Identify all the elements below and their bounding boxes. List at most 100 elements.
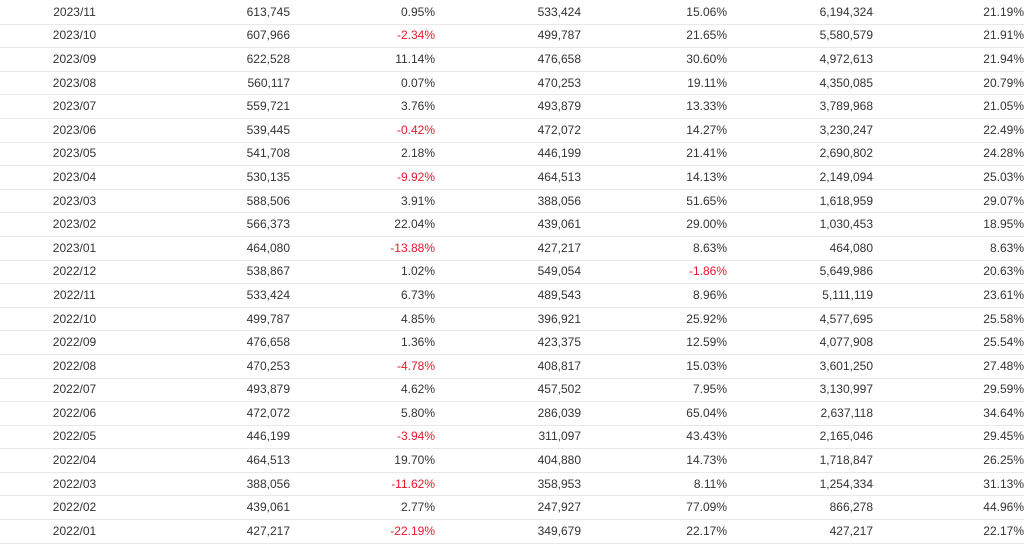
cumulative-cell: 4,577,695 — [727, 307, 873, 332]
month-cell: 2022/11 — [0, 283, 149, 308]
month-cell: 2023/07 — [0, 94, 149, 119]
change-cell: -13.88% — [290, 236, 435, 261]
table-row: 2022/12 538,867 1.02% 549,054 -1.86% 5,649,98… — [0, 260, 1024, 285]
prior-value-cell: 446,199 — [435, 142, 581, 167]
value-cell: 622,528 — [149, 47, 290, 72]
prior-value-cell: 470,253 — [435, 71, 581, 96]
cumulative-cell: 5,111,119 — [727, 283, 873, 308]
month-cell: 2022/01 — [0, 519, 149, 544]
cumulative-change-cell: 22.49% — [873, 118, 1024, 143]
table-row: 2022/02 439,061 2.77% 247,927 77.09% 866,278 4… — [0, 495, 1024, 521]
yoy-change-cell: 22.17% — [581, 519, 727, 544]
cumulative-change-cell: 22.17% — [873, 519, 1024, 544]
cumulative-change-cell: 21.05% — [873, 94, 1024, 119]
cumulative-cell: 4,350,085 — [727, 71, 873, 96]
yoy-change-cell: 7.95% — [581, 378, 727, 403]
yoy-change-cell: 51.65% — [581, 189, 727, 214]
value-cell: 439,061 — [149, 495, 290, 521]
change-cell: 1.36% — [290, 330, 435, 355]
cumulative-change-cell: 21.94% — [873, 47, 1024, 72]
value-cell: 588,506 — [149, 189, 290, 214]
change-cell: -2.34% — [290, 24, 435, 49]
value-cell: 470,253 — [149, 354, 290, 379]
prior-value-cell: 533,424 — [435, 1, 581, 25]
month-cell: 2023/03 — [0, 189, 149, 214]
cumulative-cell: 2,690,802 — [727, 142, 873, 167]
prior-value-cell: 476,658 — [435, 47, 581, 72]
cumulative-cell: 3,130,997 — [727, 378, 873, 403]
value-cell: 541,708 — [149, 142, 290, 167]
cumulative-change-cell: 27.48% — [873, 354, 1024, 379]
month-cell: 2023/08 — [0, 71, 149, 96]
table-row: 2023/08 560,117 0.07% 470,253 19.11% 4,350,08… — [0, 71, 1024, 96]
cumulative-change-cell: 31.13% — [873, 472, 1024, 497]
yoy-change-cell: -1.86% — [581, 260, 727, 285]
cumulative-change-cell: 26.25% — [873, 448, 1024, 473]
prior-value-cell: 349,679 — [435, 519, 581, 544]
yoy-change-cell: 8.96% — [581, 283, 727, 308]
cumulative-change-cell: 20.79% — [873, 71, 1024, 96]
yoy-change-cell: 8.63% — [581, 236, 727, 261]
prior-value-cell: 286,039 — [435, 401, 581, 426]
change-cell: 2.18% — [290, 142, 435, 167]
table-row: 2023/01 464,080 -13.88% 427,217 8.63% 464,080… — [0, 236, 1024, 261]
value-cell: 464,080 — [149, 236, 290, 261]
change-cell: 5.80% — [290, 401, 435, 426]
month-cell: 2022/02 — [0, 495, 149, 521]
cumulative-cell: 1,618,959 — [727, 189, 873, 214]
month-cell: 2022/05 — [0, 425, 149, 450]
cumulative-change-cell: 29.59% — [873, 378, 1024, 403]
yoy-change-cell: 15.06% — [581, 1, 727, 25]
cumulative-cell: 5,580,579 — [727, 24, 873, 49]
change-cell: 6.73% — [290, 283, 435, 308]
prior-value-cell: 311,097 — [435, 425, 581, 450]
month-cell: 2023/09 — [0, 47, 149, 72]
change-cell: -22.19% — [290, 519, 435, 544]
month-cell: 2022/07 — [0, 378, 149, 403]
table-row: 2023/05 541,708 2.18% 446,199 21.41% 2,690,80… — [0, 142, 1024, 167]
prior-value-cell: 489,543 — [435, 283, 581, 308]
prior-value-cell: 423,375 — [435, 330, 581, 355]
value-cell: 613,745 — [149, 1, 290, 25]
cumulative-cell: 4,972,613 — [727, 47, 873, 72]
prior-value-cell: 499,787 — [435, 24, 581, 49]
yoy-change-cell: 29.00% — [581, 212, 727, 237]
value-cell: 446,199 — [149, 425, 290, 450]
yoy-change-cell: 21.65% — [581, 24, 727, 49]
prior-value-cell: 439,061 — [435, 212, 581, 237]
table-row: 2022/09 476,658 1.36% 423,375 12.59% 4,077,90… — [0, 330, 1024, 355]
cumulative-cell: 427,217 — [727, 519, 873, 544]
prior-value-cell: 472,072 — [435, 118, 581, 143]
value-cell: 538,867 — [149, 260, 290, 285]
prior-value-cell: 396,921 — [435, 307, 581, 332]
change-cell: 3.91% — [290, 189, 435, 214]
value-cell: 607,966 — [149, 24, 290, 49]
value-cell: 464,513 — [149, 448, 290, 473]
cumulative-change-cell: 29.07% — [873, 189, 1024, 214]
month-cell: 2023/02 — [0, 212, 149, 237]
month-cell: 2022/09 — [0, 330, 149, 355]
table-row: 2023/03 588,506 3.91% 388,056 51.65% 1,618,95… — [0, 189, 1024, 214]
cumulative-cell: 866,278 — [727, 495, 873, 521]
cumulative-change-cell: 18.95% — [873, 212, 1024, 237]
cumulative-cell: 3,789,968 — [727, 94, 873, 119]
table-row: 2022/03 388,056 -11.62% 358,953 8.11% 1,254,3… — [0, 472, 1024, 497]
value-cell: 559,721 — [149, 94, 290, 119]
change-cell: 19.70% — [290, 448, 435, 473]
prior-value-cell: 457,502 — [435, 378, 581, 403]
value-cell: 427,217 — [149, 519, 290, 544]
change-cell: -3.94% — [290, 425, 435, 450]
cumulative-cell: 1,718,847 — [727, 448, 873, 473]
yoy-change-cell: 13.33% — [581, 94, 727, 119]
cumulative-cell: 2,637,118 — [727, 401, 873, 426]
month-cell: 2022/08 — [0, 354, 149, 379]
cumulative-change-cell: 44.96% — [873, 495, 1024, 521]
change-cell: -0.42% — [290, 118, 435, 143]
yoy-change-cell: 15.03% — [581, 354, 727, 379]
table-row: 2022/01 427,217 -22.19% 349,679 22.17% 427,21… — [0, 519, 1024, 544]
month-cell: 2022/12 — [0, 260, 149, 285]
cumulative-cell: 3,601,250 — [727, 354, 873, 379]
cumulative-cell: 3,230,247 — [727, 118, 873, 143]
table-row: 2022/08 470,253 -4.78% 408,817 15.03% 3,601,2… — [0, 354, 1024, 379]
